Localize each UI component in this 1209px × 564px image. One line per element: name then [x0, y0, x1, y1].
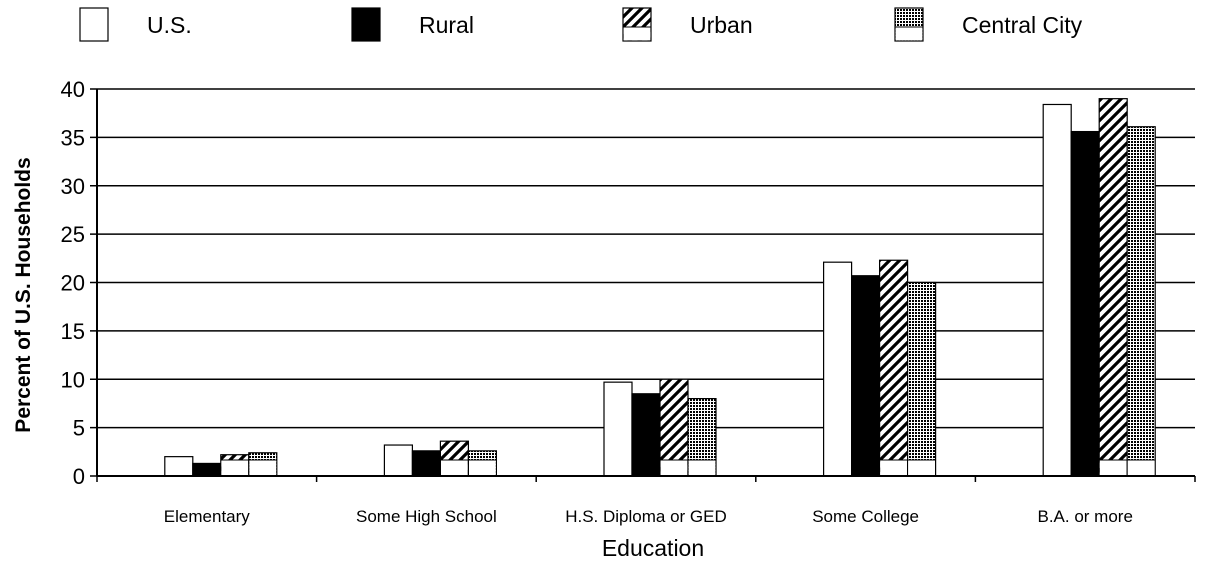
- bar-rural-3: [850, 275, 881, 477]
- legend-swatch-u-s-: [79, 7, 109, 42]
- bar-base-strip: [880, 460, 907, 476]
- x-tick-label: B.A. or more: [1037, 507, 1132, 526]
- bar-rural-1: [411, 450, 441, 477]
- bar-u-s--3: [822, 261, 853, 477]
- bar-u-s--2: [603, 381, 633, 477]
- bar-rural-2: [631, 393, 661, 477]
- y-axis-ticks: 0 5 10 15 20 25 30 35 40: [61, 77, 97, 489]
- bar-rural-0: [192, 462, 222, 477]
- bars: [164, 98, 1156, 477]
- gridlines: [97, 88, 1195, 429]
- bar-base-strip: [221, 460, 249, 476]
- y-axis-title: Percent of U.S. Households: [12, 157, 35, 432]
- bar-urban-4: [1098, 98, 1128, 477]
- bar-u-s--0: [164, 456, 194, 477]
- bar-base-strip: [249, 460, 277, 476]
- bar-rural-4: [1070, 130, 1100, 477]
- legend-swatch-base: [895, 27, 923, 41]
- legend-label: Central City: [962, 12, 1083, 38]
- y-tick-label: 15: [61, 319, 85, 344]
- x-axis-title: Education: [602, 535, 704, 561]
- bar-u-s--1: [383, 444, 413, 477]
- legend-label: Urban: [690, 12, 753, 38]
- bar-base-strip: [660, 460, 688, 476]
- x-tick-label: Some College: [812, 507, 919, 526]
- bar-base-strip: [908, 460, 935, 476]
- y-tick-label: 25: [61, 222, 85, 247]
- x-tick-label: H.S. Diploma or GED: [565, 507, 727, 526]
- y-tick-label: 10: [61, 367, 85, 392]
- bar-urban-3: [878, 259, 909, 477]
- x-tick-label: Elementary: [164, 507, 250, 526]
- legend-swatch-rural: [351, 7, 381, 42]
- bar-base-strip: [688, 460, 716, 476]
- x-tick-label: Some High School: [356, 507, 497, 526]
- x-axis-labels: Elementary Some High School H.S. Diploma o…: [164, 507, 1133, 526]
- bar-base-strip: [469, 460, 496, 476]
- legend-swatch-base: [623, 27, 651, 41]
- y-tick-label: 30: [61, 174, 85, 199]
- bar-base-strip: [1099, 460, 1127, 476]
- legend: U.S. Rural Urban Central City: [79, 7, 1083, 42]
- legend-label: U.S.: [147, 12, 192, 38]
- y-tick-label: 0: [73, 464, 85, 489]
- bar-central-city-3: [906, 281, 937, 477]
- bar-base-strip: [1127, 460, 1155, 476]
- y-tick-label: 5: [73, 416, 85, 441]
- bar-u-s--4: [1042, 103, 1072, 477]
- legend-label: Rural: [419, 12, 474, 38]
- y-tick-label: 20: [61, 271, 85, 296]
- bar-central-city-4: [1126, 126, 1156, 477]
- y-tick-label: 35: [61, 125, 85, 150]
- y-tick-label: 40: [61, 77, 85, 102]
- bar-base-strip: [441, 460, 468, 476]
